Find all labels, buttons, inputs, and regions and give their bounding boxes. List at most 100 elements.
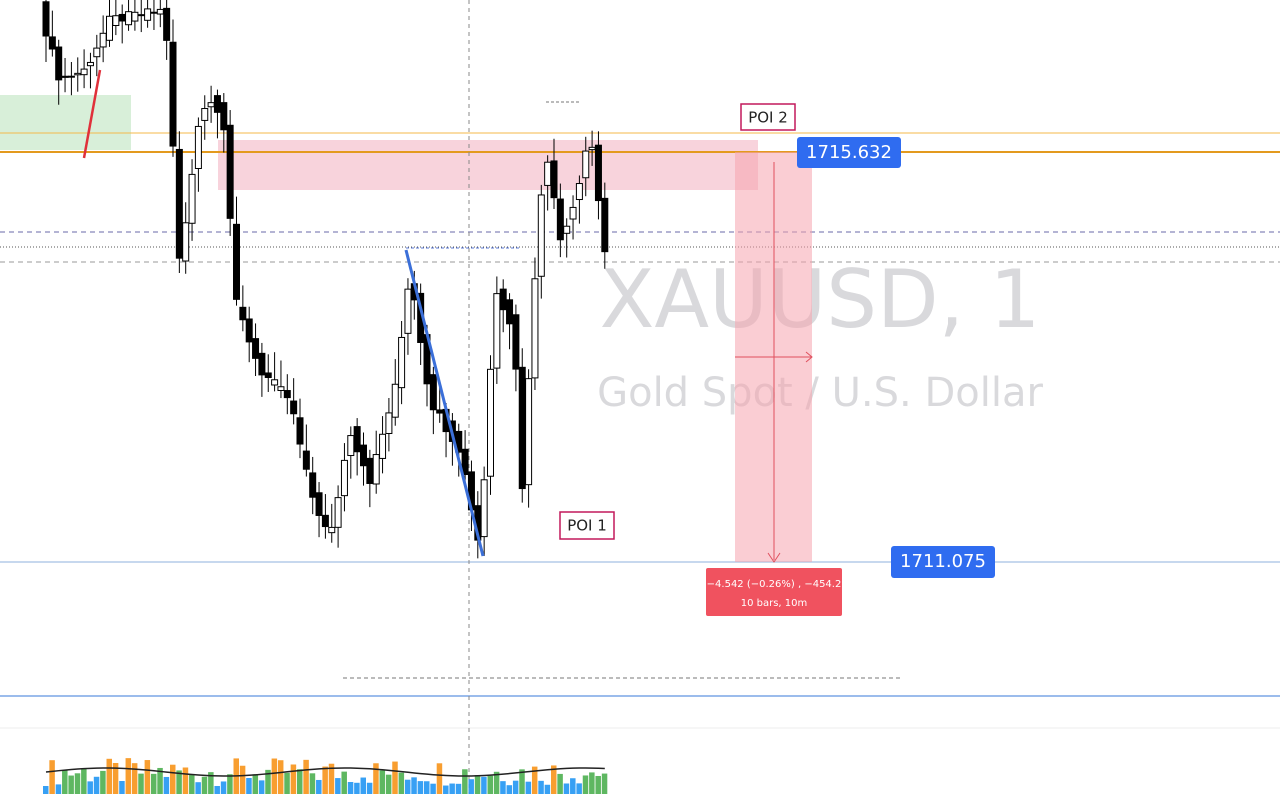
volume-bar xyxy=(68,775,74,794)
candle-body xyxy=(258,352,266,376)
volume-bar xyxy=(157,767,163,794)
volume xyxy=(43,758,608,794)
volume-bar xyxy=(468,779,474,794)
candle-body xyxy=(493,293,501,369)
volume-bar xyxy=(519,769,525,794)
volume-bar xyxy=(531,766,538,794)
volume-bar xyxy=(417,781,424,794)
supply-zone xyxy=(218,140,758,190)
candle-body xyxy=(175,148,183,259)
volume-bar xyxy=(487,775,493,794)
volume-bar xyxy=(138,773,144,794)
candle-body xyxy=(512,314,520,370)
volume-bar xyxy=(595,775,601,794)
volume-bar xyxy=(601,773,608,794)
candle-body xyxy=(150,11,158,14)
volume-bar xyxy=(563,783,570,794)
candle-body xyxy=(61,75,69,78)
poi-label: POI 2 xyxy=(748,109,788,127)
volume-bar xyxy=(87,781,93,794)
candle-body xyxy=(525,378,533,486)
volume-bar xyxy=(163,776,170,794)
candle-body xyxy=(194,125,202,170)
trend-line[interactable] xyxy=(404,249,485,557)
volume-bar xyxy=(398,772,405,794)
volume-bar xyxy=(404,779,411,794)
volume-bar xyxy=(119,780,125,794)
candle-body xyxy=(283,390,291,399)
candle-body xyxy=(328,526,336,534)
candle-body xyxy=(563,225,571,234)
candle-body xyxy=(55,46,63,81)
volume-bar xyxy=(449,783,455,794)
volume-bar xyxy=(144,760,151,794)
volume-bar xyxy=(125,758,132,794)
volume-bar xyxy=(220,781,227,794)
candle-body xyxy=(201,108,209,121)
poi-box[interactable] xyxy=(740,103,796,131)
volume-bar xyxy=(131,763,138,794)
volume-bar xyxy=(271,758,278,794)
volume-bar xyxy=(443,785,449,794)
volume-bar xyxy=(258,780,265,794)
candle-body xyxy=(239,306,247,321)
candle-body xyxy=(144,8,152,21)
candle-body xyxy=(353,426,361,453)
candle-body xyxy=(302,450,310,470)
volume-bar xyxy=(227,774,233,794)
candle-body xyxy=(245,318,253,343)
volume-bar xyxy=(316,779,322,794)
volume-bar xyxy=(208,772,214,794)
candle-body xyxy=(106,15,113,41)
candle-body xyxy=(398,336,406,389)
candle-body xyxy=(334,497,342,528)
candle-body xyxy=(588,146,596,151)
volume-bar xyxy=(474,775,481,794)
candle-body xyxy=(67,75,75,78)
candle-body xyxy=(233,223,240,300)
volume-bar xyxy=(49,760,55,794)
candle-body xyxy=(391,383,399,418)
candle-body xyxy=(296,417,304,445)
measure-change: −4.542 (−0.26%) , −454.2 xyxy=(707,579,842,590)
volume-bar xyxy=(43,786,49,794)
price-label-text: 1711.075 xyxy=(900,551,986,572)
volume-bar xyxy=(436,763,443,794)
poi-box[interactable] xyxy=(559,511,615,540)
measure-arrow xyxy=(805,351,813,363)
measure-label xyxy=(706,568,842,616)
volume-bar xyxy=(182,767,189,794)
candles xyxy=(42,0,609,559)
candle-body xyxy=(277,386,285,391)
volume-bar xyxy=(176,770,182,794)
candle-body xyxy=(48,36,56,50)
candle-body xyxy=(264,372,272,378)
volume-bar xyxy=(525,781,532,794)
candle-body xyxy=(80,68,88,76)
candle-body xyxy=(499,288,507,311)
candle-body xyxy=(213,95,221,113)
candle-body xyxy=(118,13,126,22)
candle-body xyxy=(315,492,323,516)
volume-bar xyxy=(455,783,462,794)
volume-bar xyxy=(93,776,100,794)
volume-bar xyxy=(354,782,360,794)
candle-body xyxy=(252,338,260,359)
volume-bar xyxy=(493,771,500,794)
candle-body xyxy=(429,374,437,411)
volume-bar xyxy=(55,784,62,794)
demand-zone xyxy=(0,95,131,150)
candle-body xyxy=(487,368,494,477)
volume-bar xyxy=(265,769,271,794)
candle-body xyxy=(131,11,139,22)
candle-body xyxy=(347,435,355,457)
measure-duration: 10 bars, 10m xyxy=(741,598,808,609)
volume-bar xyxy=(290,764,297,794)
measure-arrow xyxy=(767,552,781,563)
price-label xyxy=(797,137,901,168)
volume-bar xyxy=(201,776,208,794)
volume-bar xyxy=(150,773,157,794)
candle-body xyxy=(226,124,234,219)
trend-line[interactable] xyxy=(82,69,102,159)
